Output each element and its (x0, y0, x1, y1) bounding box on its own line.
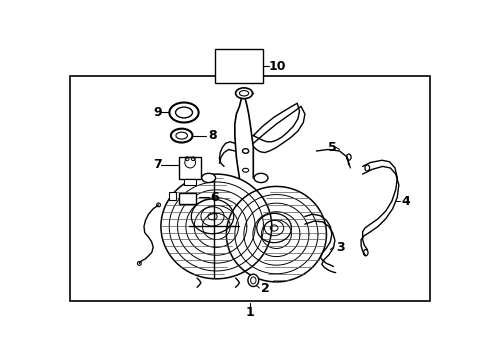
Text: 2: 2 (261, 282, 269, 294)
Bar (179, 157, 201, 179)
Bar (168, 192, 176, 199)
Text: 7: 7 (153, 158, 162, 171)
Ellipse shape (171, 129, 192, 143)
Text: 5: 5 (327, 141, 336, 154)
Ellipse shape (235, 88, 252, 99)
Bar (214, 49, 262, 83)
Bar (70, 76, 429, 301)
Bar (179, 193, 196, 204)
Ellipse shape (169, 103, 198, 122)
Ellipse shape (202, 173, 215, 183)
Text: 1: 1 (245, 306, 254, 319)
Text: 3: 3 (335, 241, 344, 254)
Ellipse shape (247, 274, 258, 287)
Text: 6: 6 (210, 191, 218, 204)
Text: 4: 4 (400, 194, 409, 208)
Ellipse shape (254, 173, 267, 183)
Text: 8: 8 (208, 129, 217, 142)
Text: 9: 9 (153, 106, 162, 119)
Text: 10: 10 (268, 60, 285, 73)
Bar (183, 179, 196, 185)
